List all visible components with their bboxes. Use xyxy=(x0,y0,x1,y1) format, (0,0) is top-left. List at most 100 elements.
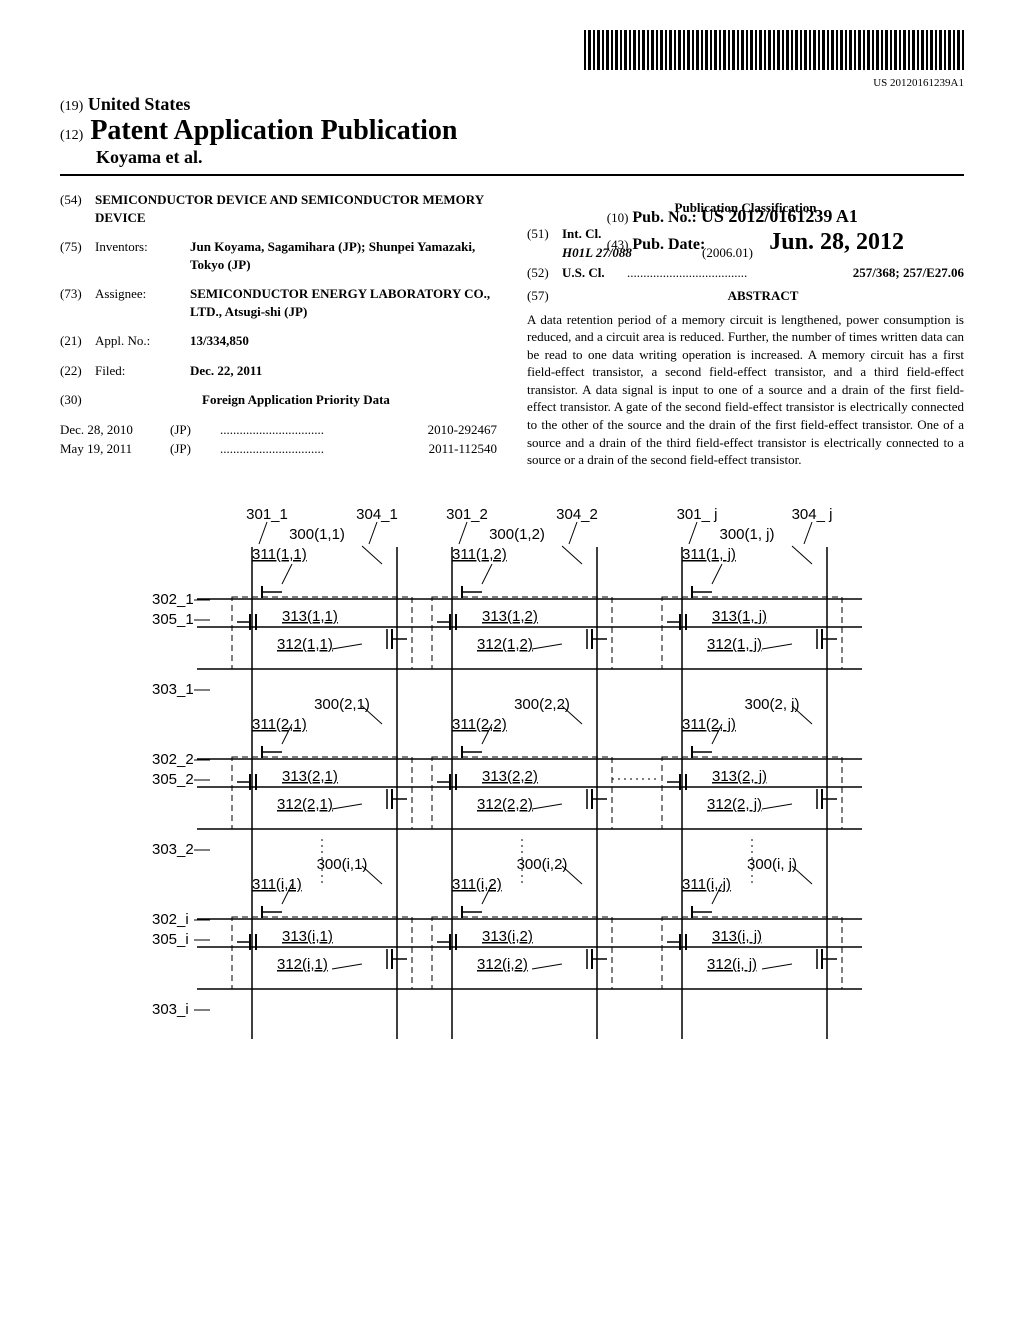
priority-date: Dec. 28, 2010 xyxy=(60,421,170,439)
svg-text:312(2,1): 312(2,1) xyxy=(277,796,333,813)
barcode-area: US 20120161239A1 xyxy=(60,30,964,89)
header-line2-num: (12) xyxy=(60,128,83,143)
svg-text:300(i,2): 300(i,2) xyxy=(517,856,568,873)
filed-value: Dec. 22, 2011 xyxy=(190,363,262,378)
svg-text:301_1: 301_1 xyxy=(246,506,288,523)
svg-text:302_2: 302_2 xyxy=(152,751,194,768)
uscl-value: 257/368; 257/E27.06 xyxy=(853,265,964,280)
svg-text:300(2,1): 300(2,1) xyxy=(314,696,370,713)
priority-num: (30) xyxy=(60,391,95,409)
svg-text:303_i: 303_i xyxy=(152,1001,189,1018)
abstract-text: A data retention period of a memory circ… xyxy=(527,311,964,469)
uscl-num: (52) xyxy=(527,264,562,282)
svg-text:311(2,1): 311(2,1) xyxy=(252,716,307,733)
svg-text:312(i, j): 312(i, j) xyxy=(707,956,757,973)
filed-label: Filed: xyxy=(95,362,190,380)
svg-text:311(1,1): 311(1,1) xyxy=(252,546,307,563)
svg-text:300(i,1): 300(i,1) xyxy=(317,856,368,873)
appl-no-value: 13/334,850 xyxy=(190,333,249,348)
header-line1: (19) United States xyxy=(60,94,964,115)
filed-num: (22) xyxy=(60,362,95,380)
svg-text:300(1,2): 300(1,2) xyxy=(489,526,545,543)
svg-text:301_ j: 301_ j xyxy=(677,506,718,523)
svg-text:305_i: 305_i xyxy=(152,931,189,948)
circuit-figure: 302_1305_1303_1302_2305_2303_2302_i305_i… xyxy=(60,499,964,1064)
intcl-num: (51) xyxy=(527,225,562,243)
barcode xyxy=(584,30,964,70)
abstract-label: ABSTRACT xyxy=(728,288,799,303)
priority-appnum: 2011-112540 xyxy=(397,440,497,458)
header-line2: (12) Patent Application Publication xyxy=(60,115,964,147)
svg-text:312(1, j): 312(1, j) xyxy=(707,636,762,653)
uscl-label: U.S. Cl. xyxy=(562,265,605,280)
svg-text:313(2, j): 313(2, j) xyxy=(712,768,767,785)
svg-text:304_2: 304_2 xyxy=(556,506,598,523)
header-line3: Koyama et al. xyxy=(60,147,964,168)
inventors-value: Jun Koyama, Sagamihara (JP); Shunpei Yam… xyxy=(190,239,475,272)
svg-text:312(1,1): 312(1,1) xyxy=(277,636,333,653)
assignee-num: (73) xyxy=(60,285,95,320)
pub-no-label: Pub. No.: xyxy=(632,209,696,226)
svg-text:311(1, j): 311(1, j) xyxy=(682,546,736,563)
priority-dots: ................................ xyxy=(220,440,397,458)
svg-text:311(2, j): 311(2, j) xyxy=(682,716,736,733)
svg-text:313(1,1): 313(1,1) xyxy=(282,608,338,625)
priority-cc: (JP) xyxy=(170,421,220,439)
pub-info: (10) Pub. No.: US 2012/0161239 A1 (43) P… xyxy=(607,204,904,258)
svg-text:304_1: 304_1 xyxy=(356,506,398,523)
svg-text:311(1,2): 311(1,2) xyxy=(452,546,507,563)
pub-no-value: US 2012/0161239 A1 xyxy=(701,206,858,226)
header-line1-num: (19) xyxy=(60,99,83,114)
svg-text:300(i, j): 300(i, j) xyxy=(747,856,797,873)
svg-text:300(1,1): 300(1,1) xyxy=(289,526,345,543)
svg-text:313(i, j): 313(i, j) xyxy=(712,928,762,945)
pub-date-num: (43) xyxy=(607,237,629,252)
svg-text:313(2,2): 313(2,2) xyxy=(482,768,538,785)
svg-text:313(i,1): 313(i,1) xyxy=(282,928,333,945)
priority-row: May 19, 2011 (JP) ......................… xyxy=(60,440,497,458)
assignee-value: SEMICONDUCTOR ENERGY LABORATORY CO., LTD… xyxy=(190,286,490,319)
svg-text:300(1, j): 300(1, j) xyxy=(719,526,774,543)
barcode-number: US 20120161239A1 xyxy=(60,77,964,89)
appl-no-label: Appl. No.: xyxy=(95,332,190,350)
pub-no-num: (10) xyxy=(607,210,629,225)
svg-text:313(i,2): 313(i,2) xyxy=(482,928,533,945)
svg-text:302_i: 302_i xyxy=(152,911,189,928)
svg-text:300(2, j): 300(2, j) xyxy=(744,696,799,713)
header-line1-text: United States xyxy=(88,94,191,114)
svg-text:303_1: 303_1 xyxy=(152,681,194,698)
inventors-num: (75) xyxy=(60,238,95,273)
svg-text:313(1, j): 313(1, j) xyxy=(712,608,767,625)
priority-dots: ................................ xyxy=(220,421,397,439)
pub-date-label: Pub. Date: xyxy=(632,236,705,253)
svg-text:301_2: 301_2 xyxy=(446,506,488,523)
uscl-dots: ..................................... xyxy=(627,264,853,282)
intcl-label: Int. Cl. xyxy=(562,226,601,241)
svg-text:305_2: 305_2 xyxy=(152,771,194,788)
abstract-num: (57) xyxy=(527,287,562,305)
assignee-label: Assignee: xyxy=(95,285,190,320)
priority-appnum: 2010-292467 xyxy=(397,421,497,439)
priority-cc: (JP) xyxy=(170,440,220,458)
priority-date: May 19, 2011 xyxy=(60,440,170,458)
svg-text:313(2,1): 313(2,1) xyxy=(282,768,338,785)
svg-text:311(2,2): 311(2,2) xyxy=(452,716,507,733)
pub-date-value: Jun. 28, 2012 xyxy=(769,229,904,256)
svg-text:312(2, j): 312(2, j) xyxy=(707,796,762,813)
svg-text:311(i,2): 311(i,2) xyxy=(452,876,502,893)
header-line2-text: Patent Application Publication xyxy=(90,115,457,146)
priority-label: Foreign Application Priority Data xyxy=(202,392,390,407)
header-rule xyxy=(60,174,964,176)
svg-text:313(1,2): 313(1,2) xyxy=(482,608,538,625)
left-column: (54) SEMICONDUCTOR DEVICE AND SEMICONDUC… xyxy=(60,191,497,469)
svg-text:300(2,2): 300(2,2) xyxy=(514,696,570,713)
svg-text:303_2: 303_2 xyxy=(152,841,194,858)
svg-text:305_1: 305_1 xyxy=(152,611,194,628)
inventors-label: Inventors: xyxy=(95,238,190,273)
svg-text:311(i,1): 311(i,1) xyxy=(252,876,302,893)
svg-text:312(i,1): 312(i,1) xyxy=(277,956,328,973)
appl-no-num: (21) xyxy=(60,332,95,350)
svg-text:311(i, j): 311(i, j) xyxy=(682,876,731,893)
svg-text:312(1,2): 312(1,2) xyxy=(477,636,533,653)
title-num: (54) xyxy=(60,191,95,226)
